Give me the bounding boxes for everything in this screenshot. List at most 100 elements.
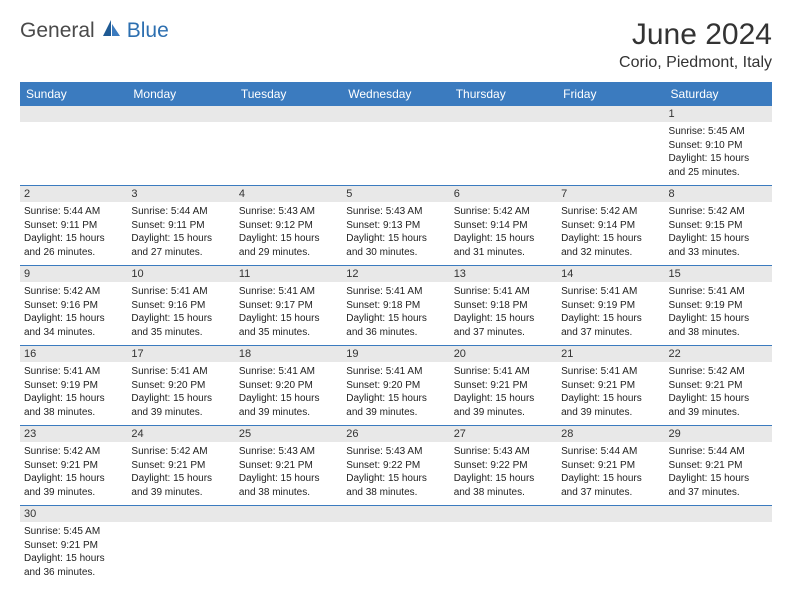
day-number: 30	[20, 506, 127, 522]
sunset-line: Sunset: 9:21 PM	[24, 459, 123, 473]
sunrise-line: Sunrise: 5:43 AM	[239, 445, 338, 459]
sunset-line: Sunset: 9:12 PM	[239, 219, 338, 233]
sunset-label: Sunset:	[669, 300, 703, 311]
day-number: 16	[20, 346, 127, 362]
day-number: 15	[665, 266, 772, 282]
sunrise-value: 5:41 AM	[601, 286, 638, 297]
sunrise-value: 5:43 AM	[493, 446, 530, 457]
sunset-line: Sunset: 9:17 PM	[239, 299, 338, 313]
calendar-cell	[342, 106, 449, 186]
sunset-value: 9:16 PM	[61, 300, 98, 311]
sunset-label: Sunset:	[346, 380, 380, 391]
day-number: 21	[557, 346, 664, 362]
sunset-value: 9:16 PM	[168, 300, 205, 311]
daylight-label: Daylight:	[346, 473, 385, 484]
sunrise-line: Sunrise: 5:42 AM	[669, 205, 768, 219]
sunrise-value: 5:43 AM	[278, 446, 315, 457]
sunrise-line: Sunrise: 5:41 AM	[131, 365, 230, 379]
sunrise-label: Sunrise:	[346, 446, 383, 457]
sun-info: Sunrise: 5:42 AMSunset: 9:21 PMDaylight:…	[131, 445, 230, 499]
sun-info: Sunrise: 5:41 AMSunset: 9:21 PMDaylight:…	[561, 365, 660, 419]
sunrise-label: Sunrise:	[346, 286, 383, 297]
day-number: 25	[235, 426, 342, 442]
day-number: 1	[665, 106, 772, 122]
sunset-value: 9:11 PM	[168, 220, 205, 231]
sunrise-label: Sunrise:	[669, 446, 706, 457]
weekday-header: Monday	[127, 82, 234, 106]
sunset-value: 9:11 PM	[61, 220, 98, 231]
daylight-line: Daylight: 15 hours and 37 minutes.	[561, 472, 660, 499]
sunrise-label: Sunrise:	[239, 286, 276, 297]
sunset-value: 9:21 PM	[61, 540, 98, 551]
calendar-cell	[235, 106, 342, 186]
sunset-line: Sunset: 9:20 PM	[131, 379, 230, 393]
sun-info: Sunrise: 5:44 AMSunset: 9:11 PMDaylight:…	[131, 205, 230, 259]
sunset-line: Sunset: 9:11 PM	[24, 219, 123, 233]
daylight-line: Daylight: 15 hours and 37 minutes.	[669, 472, 768, 499]
daylight-label: Daylight:	[24, 233, 63, 244]
day-number: 13	[450, 266, 557, 282]
sunset-line: Sunset: 9:19 PM	[561, 299, 660, 313]
daylight-label: Daylight:	[454, 393, 493, 404]
sunrise-value: 5:41 AM	[171, 366, 208, 377]
day-number: 23	[20, 426, 127, 442]
sunrise-line: Sunrise: 5:42 AM	[24, 445, 123, 459]
day-number	[342, 106, 449, 122]
daylight-label: Daylight:	[131, 233, 170, 244]
sunset-label: Sunset:	[24, 380, 58, 391]
month-title: June 2024	[619, 18, 772, 52]
logo-sail-icon	[101, 18, 123, 43]
sun-info: Sunrise: 5:41 AMSunset: 9:16 PMDaylight:…	[131, 285, 230, 339]
calendar-cell: 29Sunrise: 5:44 AMSunset: 9:21 PMDayligh…	[665, 426, 772, 506]
sunset-value: 9:21 PM	[61, 460, 98, 471]
sun-info: Sunrise: 5:41 AMSunset: 9:18 PMDaylight:…	[346, 285, 445, 339]
sunrise-value: 5:42 AM	[708, 366, 745, 377]
sun-info: Sunrise: 5:41 AMSunset: 9:17 PMDaylight:…	[239, 285, 338, 339]
day-number	[557, 506, 664, 522]
sun-info: Sunrise: 5:41 AMSunset: 9:18 PMDaylight:…	[454, 285, 553, 339]
sunset-value: 9:18 PM	[490, 300, 527, 311]
sunrise-line: Sunrise: 5:43 AM	[239, 205, 338, 219]
sunrise-line: Sunrise: 5:41 AM	[669, 285, 768, 299]
daylight-label: Daylight:	[669, 313, 708, 324]
sunset-label: Sunset:	[24, 540, 58, 551]
sunset-label: Sunset:	[669, 380, 703, 391]
sunset-label: Sunset:	[239, 300, 273, 311]
sunrise-value: 5:41 AM	[386, 286, 423, 297]
day-number: 12	[342, 266, 449, 282]
sunset-label: Sunset:	[454, 460, 488, 471]
sunset-label: Sunset:	[454, 220, 488, 231]
daylight-line: Daylight: 15 hours and 38 minutes.	[24, 392, 123, 419]
sunset-value: 9:21 PM	[705, 460, 742, 471]
daylight-label: Daylight:	[346, 233, 385, 244]
sunset-label: Sunset:	[24, 460, 58, 471]
sunset-value: 9:21 PM	[598, 460, 635, 471]
daylight-line: Daylight: 15 hours and 35 minutes.	[239, 312, 338, 339]
sunset-value: 9:22 PM	[490, 460, 527, 471]
sunset-line: Sunset: 9:10 PM	[669, 139, 768, 153]
sunset-label: Sunset:	[669, 220, 703, 231]
daylight-label: Daylight:	[24, 553, 63, 564]
daylight-label: Daylight:	[239, 313, 278, 324]
calendar-cell: 15Sunrise: 5:41 AMSunset: 9:19 PMDayligh…	[665, 266, 772, 346]
sunset-value: 9:21 PM	[276, 460, 313, 471]
calendar-cell: 16Sunrise: 5:41 AMSunset: 9:19 PMDayligh…	[20, 346, 127, 426]
sunset-value: 9:20 PM	[383, 380, 420, 391]
daylight-line: Daylight: 15 hours and 38 minutes.	[454, 472, 553, 499]
sunset-value: 9:19 PM	[598, 300, 635, 311]
day-number	[342, 506, 449, 522]
sunset-value: 9:20 PM	[168, 380, 205, 391]
day-number: 17	[127, 346, 234, 362]
sunrise-value: 5:45 AM	[63, 526, 100, 537]
sunrise-value: 5:42 AM	[171, 446, 208, 457]
day-number	[20, 106, 127, 122]
sun-info: Sunrise: 5:42 AMSunset: 9:16 PMDaylight:…	[24, 285, 123, 339]
daylight-label: Daylight:	[24, 313, 63, 324]
sunrise-line: Sunrise: 5:41 AM	[346, 285, 445, 299]
logo-text-general: General	[20, 19, 95, 43]
sunrise-value: 5:43 AM	[278, 206, 315, 217]
daylight-label: Daylight:	[131, 313, 170, 324]
sun-info: Sunrise: 5:42 AMSunset: 9:21 PMDaylight:…	[669, 365, 768, 419]
calendar-cell: 4Sunrise: 5:43 AMSunset: 9:12 PMDaylight…	[235, 186, 342, 266]
daylight-line: Daylight: 15 hours and 39 minutes.	[131, 392, 230, 419]
